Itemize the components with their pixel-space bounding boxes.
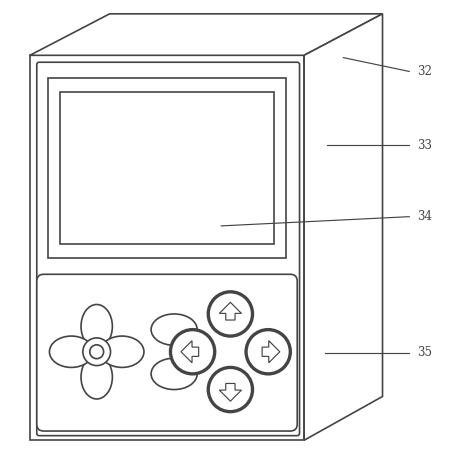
Polygon shape	[181, 341, 199, 363]
Text: 33: 33	[417, 139, 432, 152]
Ellipse shape	[49, 336, 93, 367]
Ellipse shape	[151, 358, 197, 390]
Text: 32: 32	[417, 65, 432, 78]
Bar	[30, 55, 304, 440]
Polygon shape	[219, 302, 242, 320]
Circle shape	[90, 345, 103, 359]
Polygon shape	[262, 341, 280, 363]
Circle shape	[208, 367, 252, 412]
Circle shape	[246, 330, 290, 374]
Bar	[60, 92, 274, 244]
Bar	[48, 78, 286, 258]
Polygon shape	[304, 14, 383, 440]
Ellipse shape	[100, 336, 144, 367]
Circle shape	[171, 330, 215, 374]
Circle shape	[208, 292, 252, 336]
FancyBboxPatch shape	[37, 62, 299, 436]
Text: 34: 34	[417, 210, 432, 223]
Polygon shape	[219, 384, 242, 401]
FancyBboxPatch shape	[37, 274, 297, 431]
Circle shape	[83, 338, 110, 366]
Text: 35: 35	[417, 346, 432, 359]
Ellipse shape	[151, 314, 197, 345]
Polygon shape	[30, 14, 383, 55]
Ellipse shape	[81, 305, 112, 349]
Ellipse shape	[81, 355, 112, 399]
